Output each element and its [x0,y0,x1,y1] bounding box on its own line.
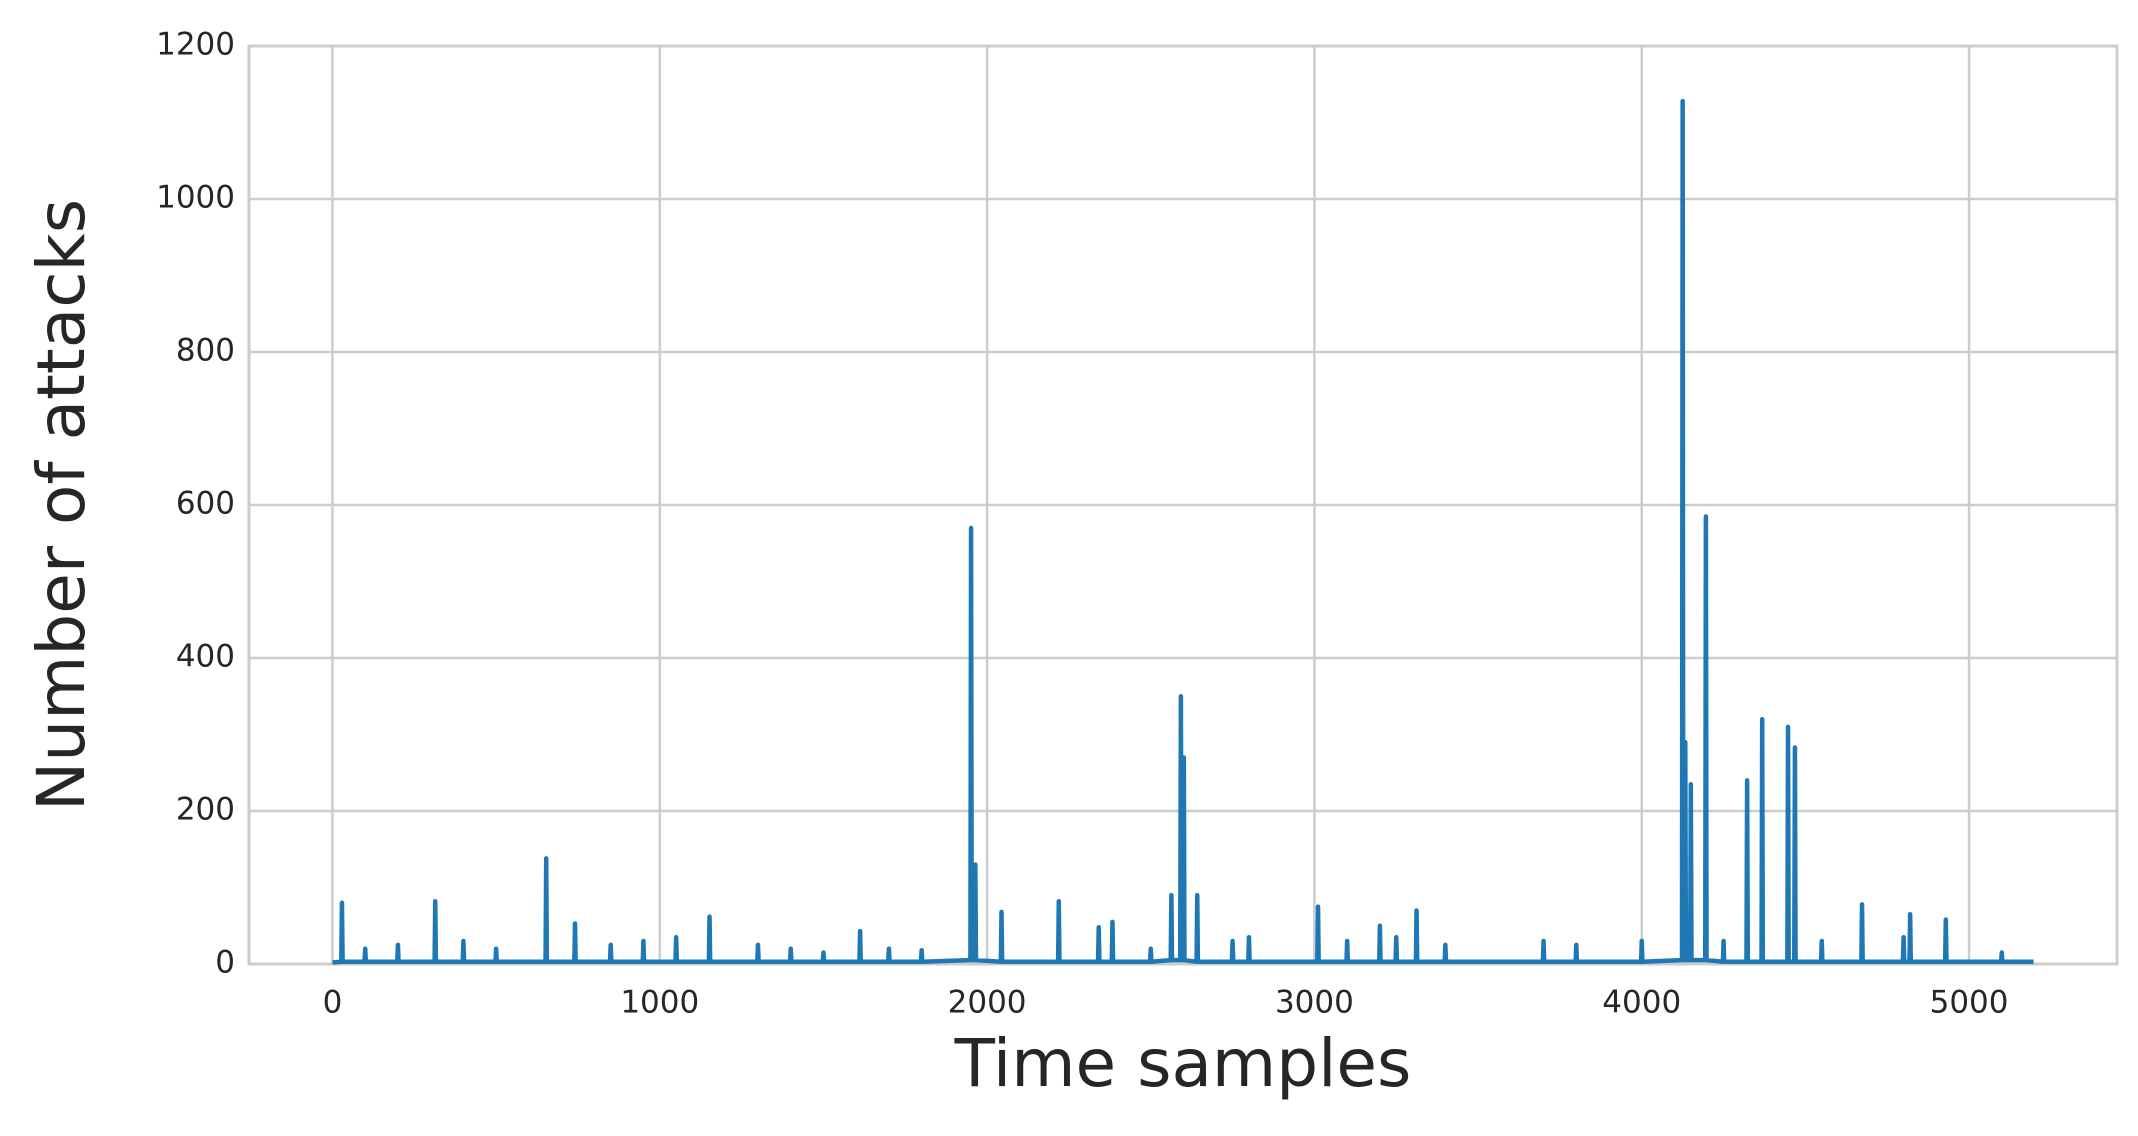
line-series [332,98,2034,965]
x-tick-label: 1000 [620,985,699,1021]
y-axis-label: Number of attacks [23,199,100,811]
y-tick-label: 600 [176,486,235,522]
x-tick-label: 2000 [948,985,1027,1021]
y-tick-label: 0 [215,945,235,981]
y-tick-label: 1200 [156,27,235,63]
y-tick-label: 200 [176,792,235,828]
y-tick-label: 1000 [156,180,235,216]
x-tick-label: 4000 [1602,985,1681,1021]
x-axis-label: Time samples [954,1025,1412,1102]
plot-frame [247,44,2119,966]
x-tick-label: 0 [323,985,343,1021]
x-tick-label: 3000 [1275,985,1354,1021]
x-tick-label: 5000 [1930,985,2009,1021]
y-tick-label: 800 [176,333,235,369]
y-tick-label: 400 [176,639,235,675]
